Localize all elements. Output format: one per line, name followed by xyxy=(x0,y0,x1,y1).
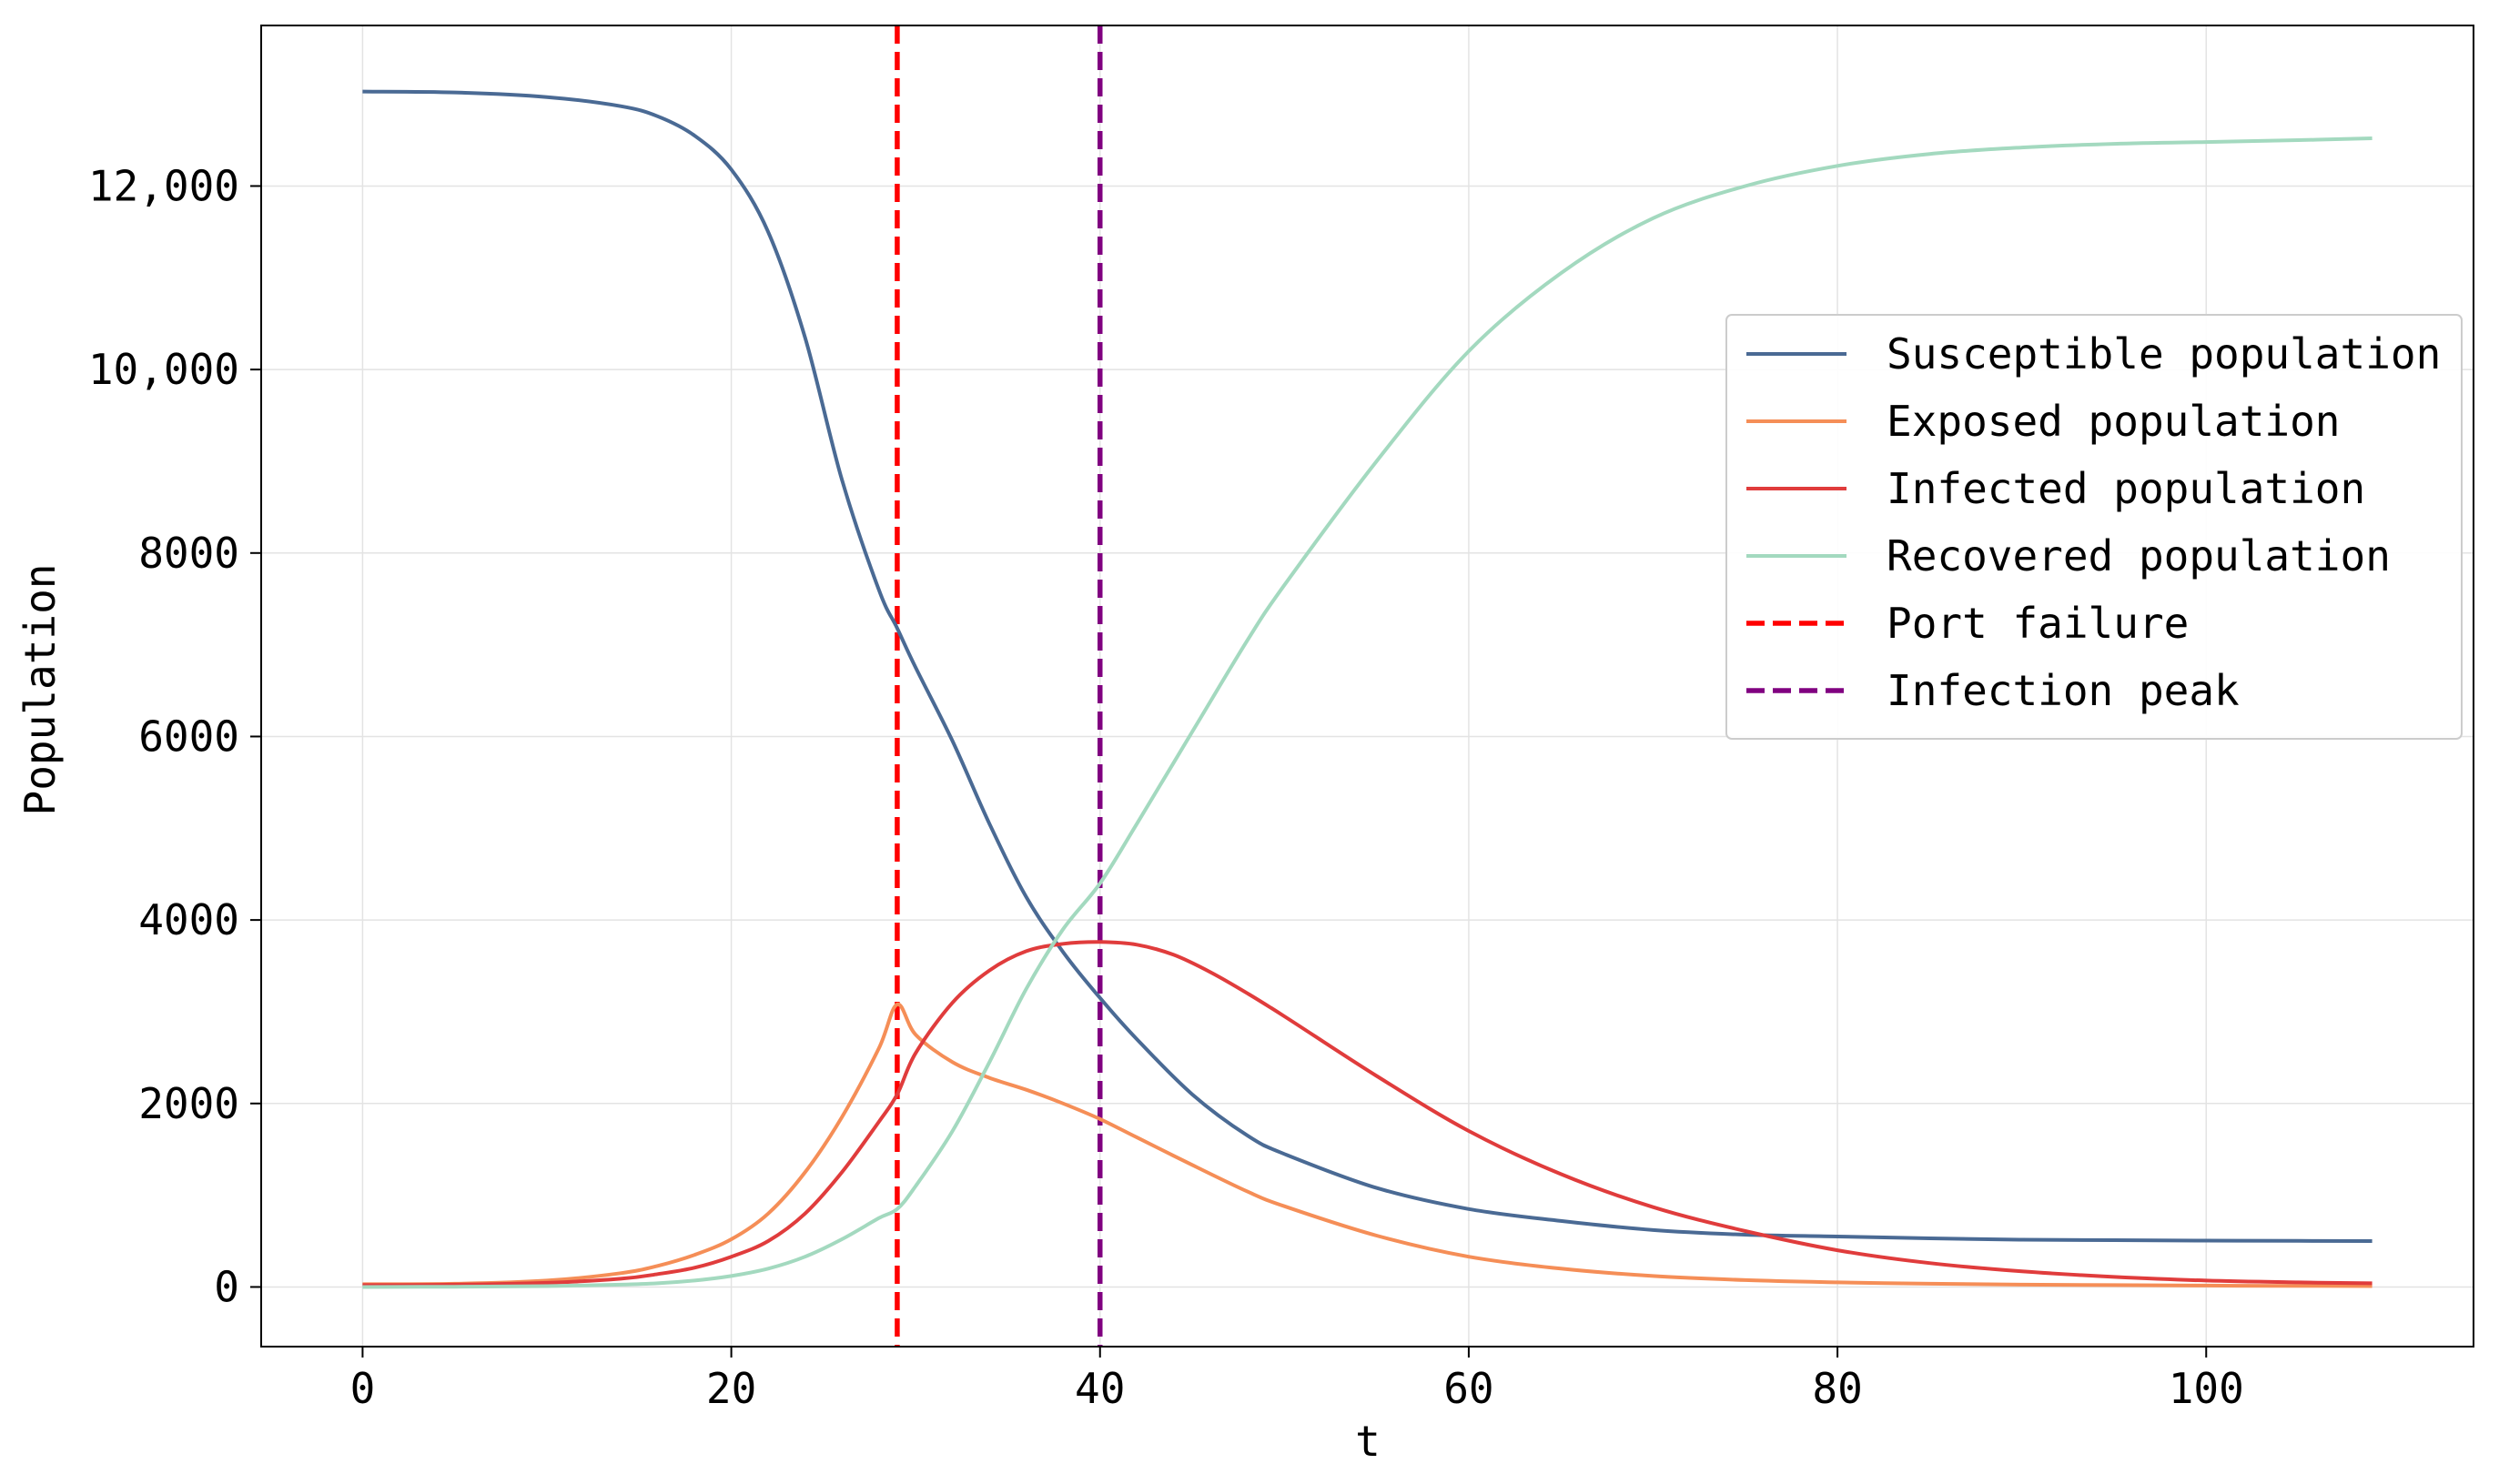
y-axis: 0 2000 4000 6000 8000 10,000 12,000 xyxy=(88,161,261,1311)
legend-label: Infection peak xyxy=(1887,666,2240,715)
x-tick-label: 80 xyxy=(1812,1364,1862,1413)
x-tick-label: 40 xyxy=(1075,1364,1125,1413)
y-tick-label: 10,000 xyxy=(88,345,239,394)
legend-box xyxy=(1725,314,2463,740)
series-lines xyxy=(362,89,2373,1289)
legend-label: Exposed population xyxy=(1887,397,2341,446)
plot-frame xyxy=(260,25,2474,1348)
x-axis-title: t xyxy=(1355,1417,1381,1466)
y-tick-label: 6000 xyxy=(138,712,239,761)
x-tick-label: 20 xyxy=(706,1364,756,1413)
series-line-0 xyxy=(362,89,2373,1243)
series-line-1 xyxy=(362,1002,2373,1288)
legend-label: Port failure xyxy=(1887,599,2189,648)
y-tick-label: 12,000 xyxy=(88,161,239,210)
y-tick-label: 4000 xyxy=(138,895,239,944)
legend-label: Infected population xyxy=(1887,464,2365,513)
series-line-3 xyxy=(362,136,2373,1289)
legend-label: Recovered population xyxy=(1887,531,2391,580)
x-tick-label: 60 xyxy=(1443,1364,1493,1413)
y-tick-label: 0 xyxy=(214,1262,239,1311)
y-axis-title: Population xyxy=(15,564,65,816)
legend: Susceptible population Exposed population… xyxy=(1725,314,2463,740)
y-tick-label: 8000 xyxy=(138,529,239,578)
x-axis: 0 20 40 60 80 100 xyxy=(350,1347,2244,1413)
x-tick-label: 100 xyxy=(2169,1364,2244,1413)
y-tick-label: 2000 xyxy=(138,1079,239,1128)
series-line-2 xyxy=(362,940,2373,1287)
x-tick-label: 0 xyxy=(350,1364,376,1413)
legend-label: Susceptible population xyxy=(1887,329,2441,379)
reference-lines xyxy=(895,25,1103,1347)
